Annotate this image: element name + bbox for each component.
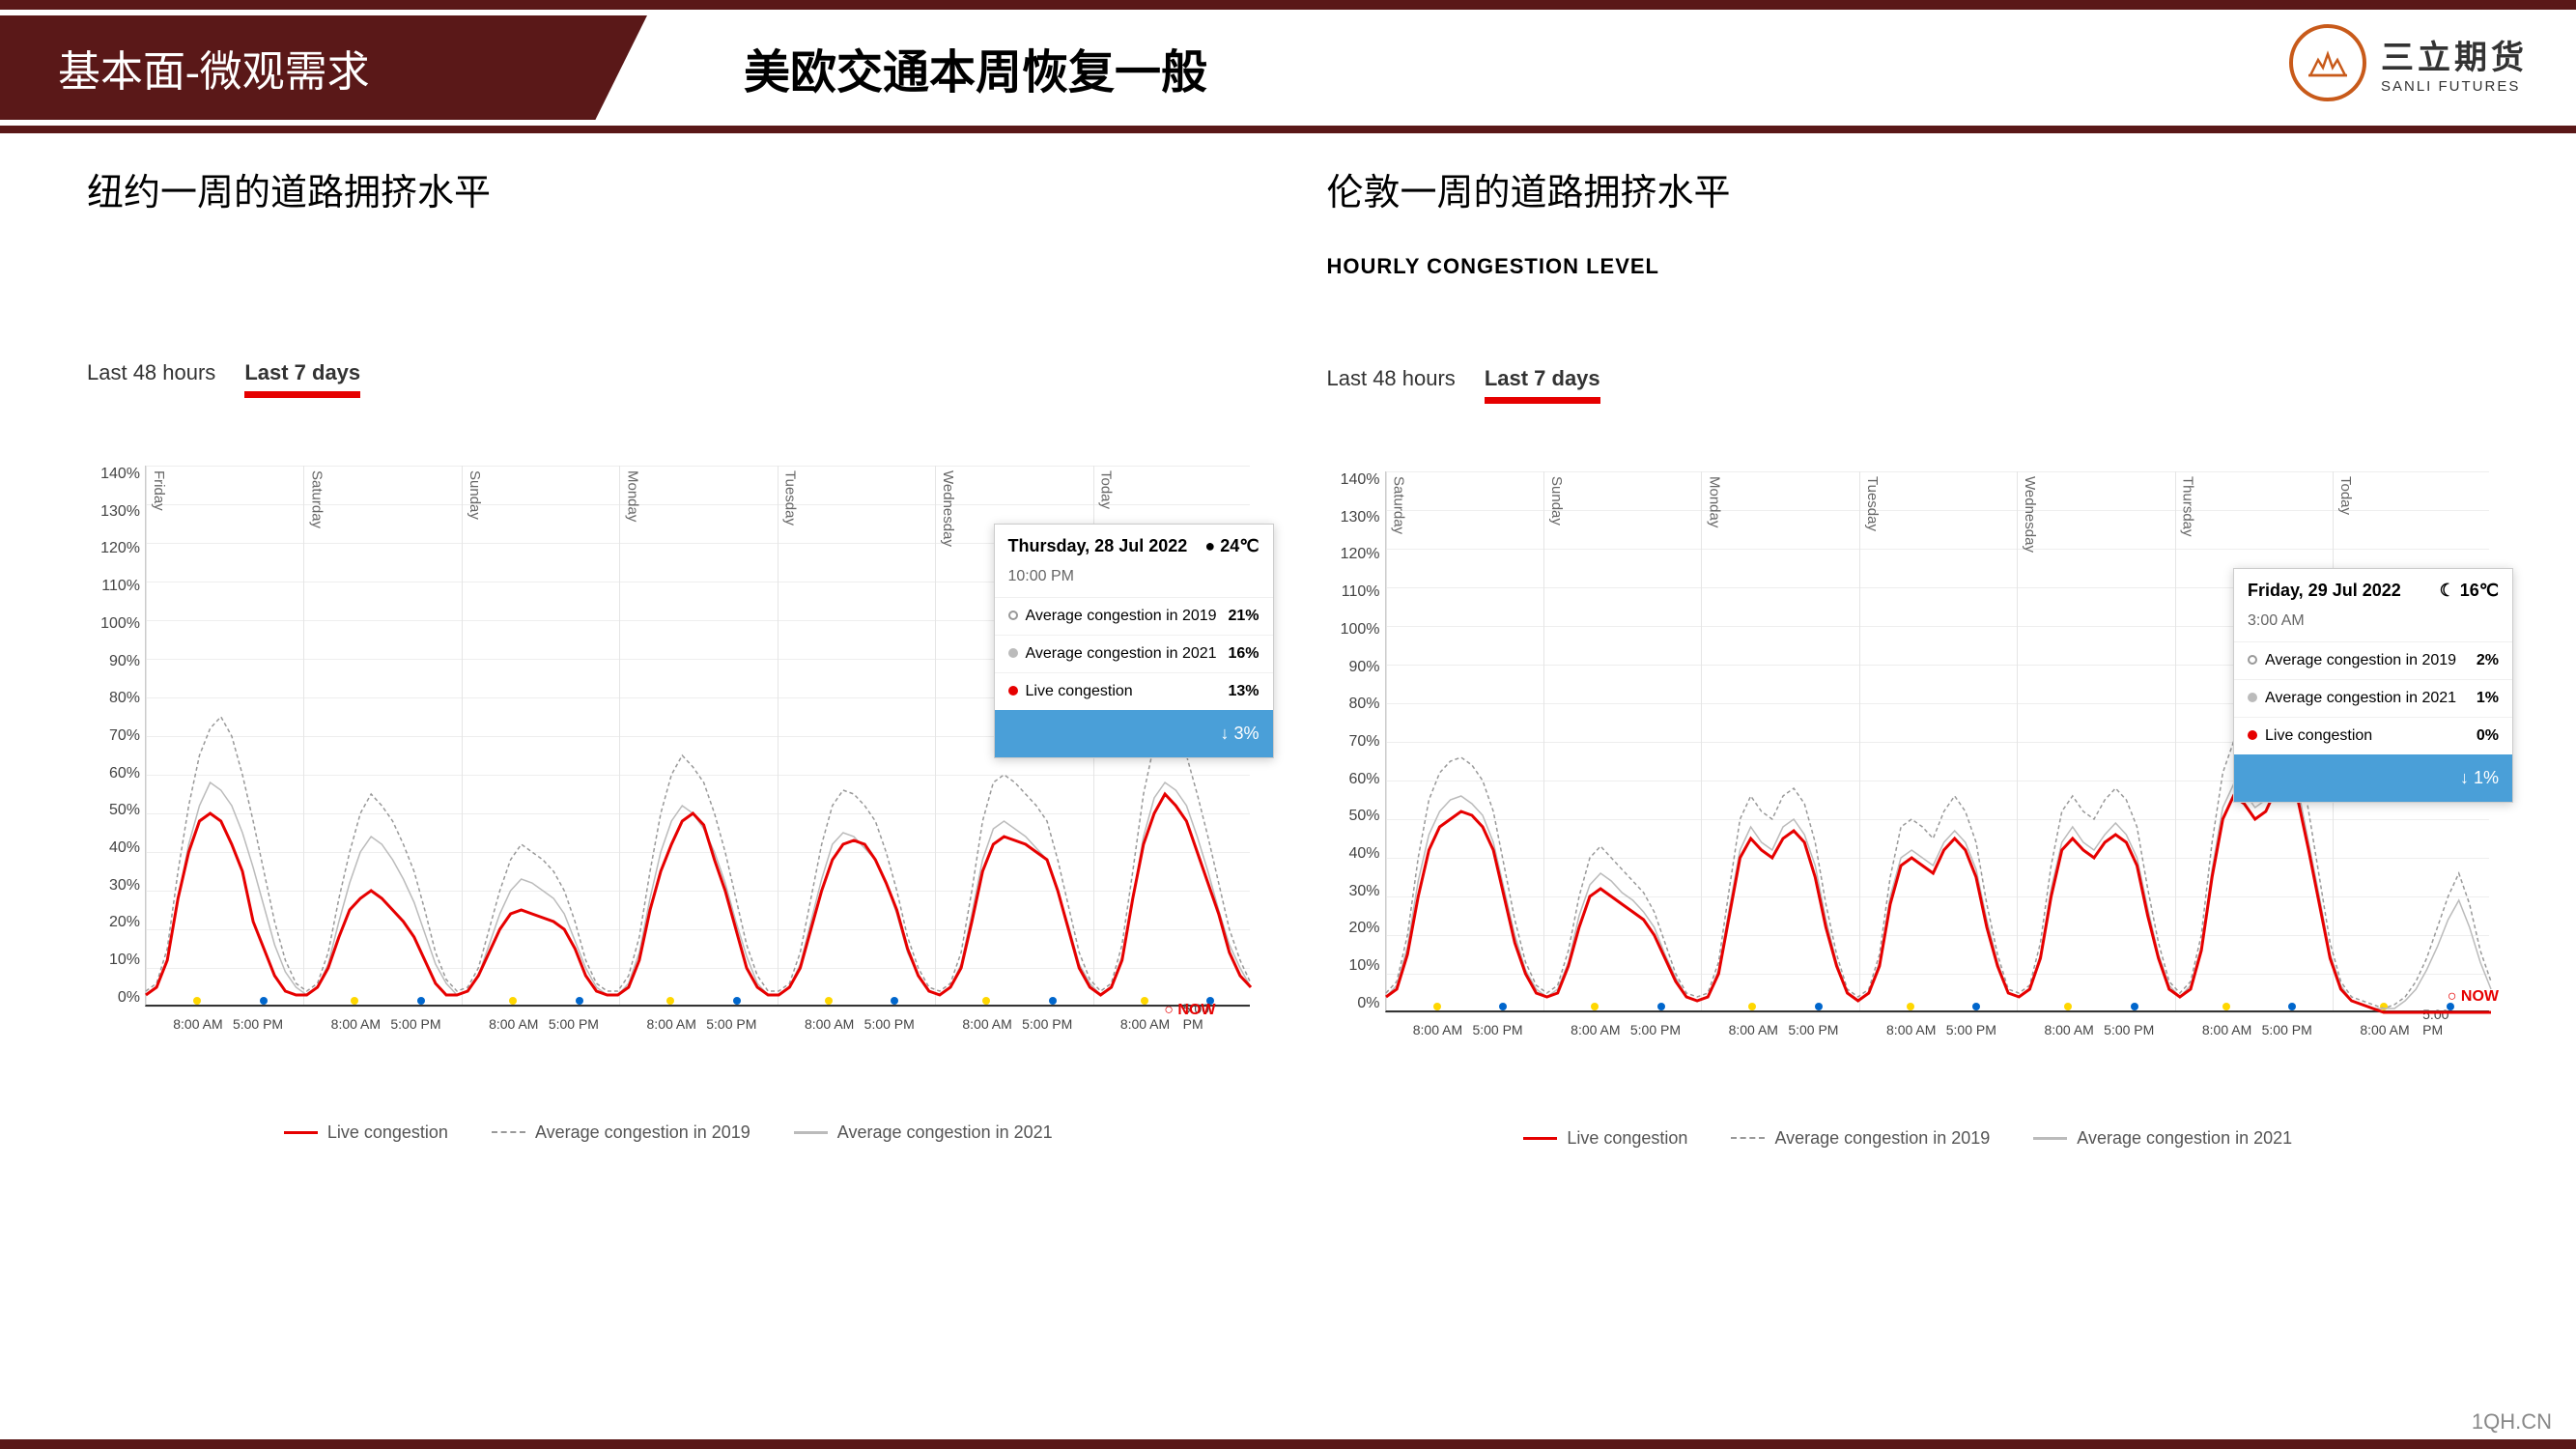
section-title: HOURLY CONGESTION LEVEL: [1327, 254, 2490, 279]
brand-logo: 三立期货 SANLI FUTURES: [2289, 24, 2528, 101]
mountain-icon: [2308, 48, 2347, 77]
tab-underline-r: [1485, 397, 1600, 404]
tab-7d[interactable]: Last 7 days: [244, 360, 360, 385]
ny-panel-title: 纽约一周的道路拥挤水平: [87, 162, 1250, 215]
ny-chart: 140%130%120%110%100%90%80%70%60%50%40%30…: [87, 466, 1250, 1065]
legend-r: Live congestion Average congestion in 20…: [1327, 1128, 2490, 1149]
tab-7d-r[interactable]: Last 7 days: [1485, 366, 1600, 391]
logo-en: SANLI FUTURES: [2381, 78, 2528, 95]
tab-48h[interactable]: Last 48 hours: [87, 360, 215, 398]
ny-panel: 纽约一周的道路拥挤水平 Last 48 hours Last 7 days 14…: [87, 162, 1250, 1410]
header-divider: [0, 126, 2576, 133]
legend: Live congestion Average congestion in 20…: [87, 1122, 1250, 1143]
slide-title: 美欧交通本周恢复一般: [744, 34, 1207, 101]
london-chart: 140%130%120%110%100%90%80%70%60%50%40%30…: [1327, 471, 2490, 1070]
london-panel-title: 伦敦一周的道路拥挤水平: [1327, 162, 2490, 215]
london-panel: 伦敦一周的道路拥挤水平 HOURLY CONGESTION LEVEL Last…: [1327, 162, 2490, 1410]
section-tab: 基本面-微观需求: [0, 15, 647, 120]
tab-48h-r[interactable]: Last 48 hours: [1327, 366, 1456, 404]
tab-underline: [244, 391, 360, 398]
logo-cn: 三立期货: [2381, 31, 2528, 78]
footer-watermark: 1QH.CN: [2472, 1409, 2552, 1435]
